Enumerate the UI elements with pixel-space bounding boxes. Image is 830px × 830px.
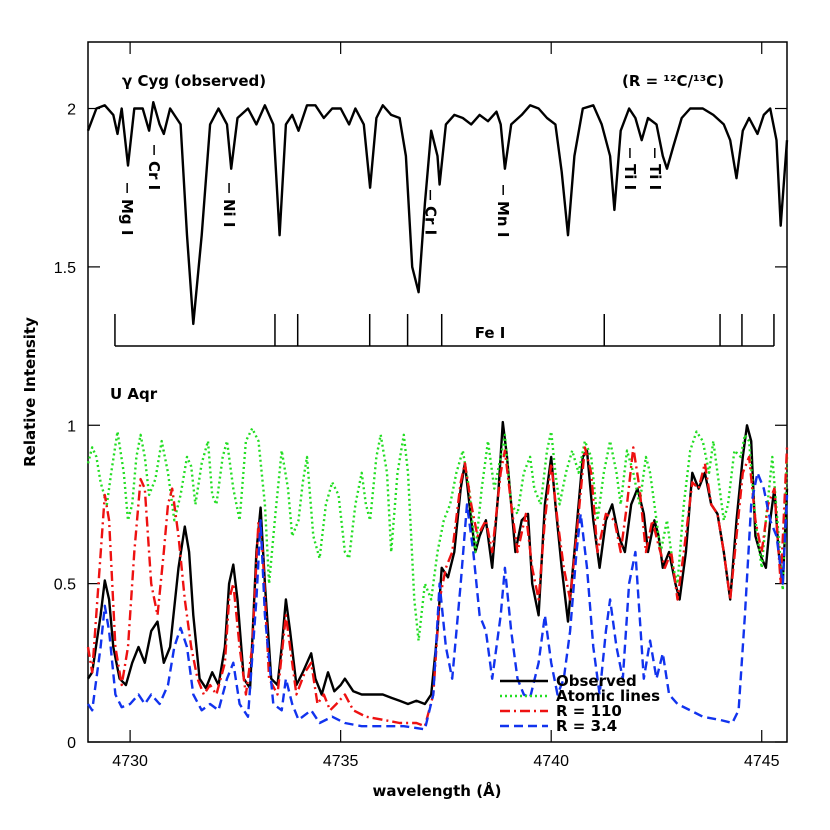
x-tick-label: 4730 <box>112 753 148 770</box>
spectrum-line <box>86 446 789 728</box>
y-tick-label: 0.5 <box>54 577 76 594</box>
x-tick-label: 4745 <box>744 753 780 770</box>
line-id-label: Ti I <box>646 164 664 190</box>
annotation: U Aqr <box>110 385 158 403</box>
fe-label: Fe I <box>475 324 506 342</box>
spectrum-line <box>86 420 789 706</box>
annotation: γ Cyg (observed) <box>122 72 266 90</box>
annotation: (R = ¹²C/¹³C) <box>622 72 724 90</box>
line-id-label: Cr I <box>145 161 163 190</box>
line-id-label: Ni I <box>220 199 238 228</box>
y-axis-label: Relative Intensity <box>21 317 39 467</box>
legend-label: Atomic lines <box>556 687 660 705</box>
spectrum-line <box>87 471 789 731</box>
line-id-label: Mg I <box>118 199 136 235</box>
legend-label: Observed <box>556 672 637 690</box>
y-tick-label: 2 <box>67 102 76 119</box>
line-id-label: Mn I <box>494 201 512 237</box>
plot-frame <box>87 41 788 743</box>
y-tick-label: 1.5 <box>54 260 76 277</box>
line-id-label: Ti I <box>621 164 639 190</box>
legend-label: R = 110 <box>556 702 622 720</box>
x-tick-label: 4735 <box>323 753 359 770</box>
line-id-label: Cr I <box>421 206 439 235</box>
legend-label: R = 3.4 <box>556 717 617 735</box>
y-tick-label: 1 <box>67 418 76 435</box>
spectrum-line <box>86 101 789 326</box>
x-tick-label: 4740 <box>533 753 569 770</box>
y-tick-label: 0 <box>67 735 76 752</box>
x-axis-label: wavelength (Å) <box>372 781 501 800</box>
